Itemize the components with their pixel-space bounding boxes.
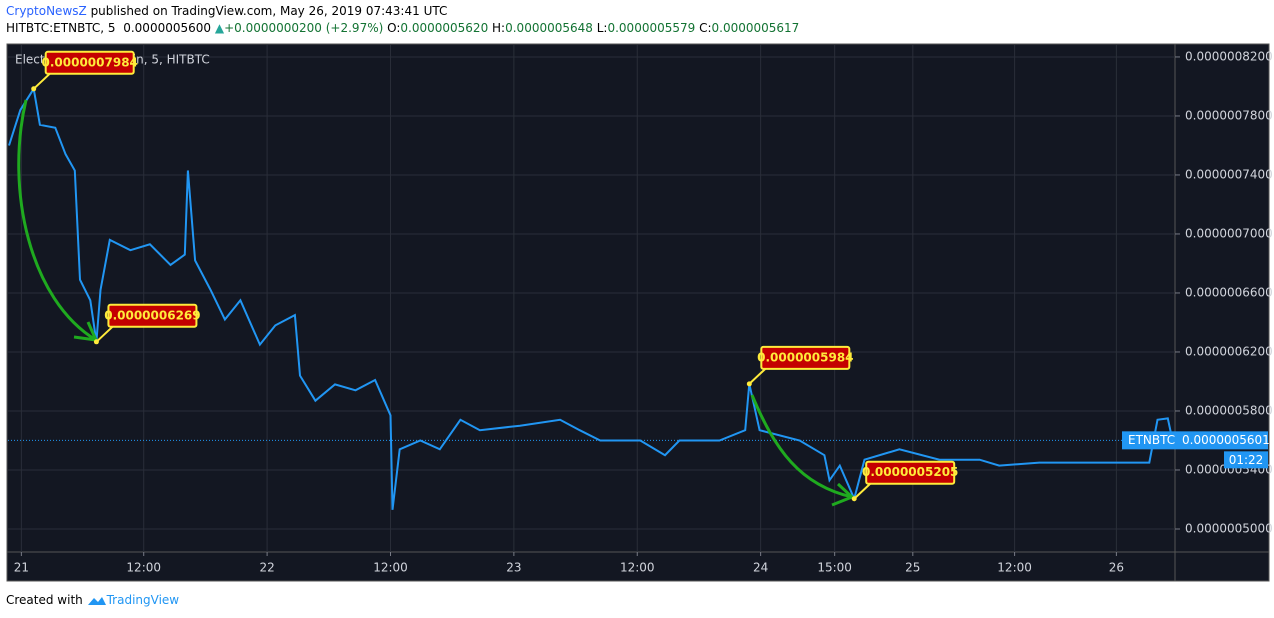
- brand[interactable]: TradingView: [106, 593, 180, 607]
- x-tick-label: 24: [753, 561, 768, 575]
- y-tick-label: 0.0000007800: [1185, 108, 1273, 122]
- marks: ETNBTC 0.0000005601 01:22: [8, 86, 1270, 510]
- header-line-2: HITBTC:ETNBTC, 5 0.0000005600 ▲+0.000000…: [6, 21, 799, 35]
- y-tick-label: 0.0000005000: [1185, 521, 1273, 535]
- header-line-1: CryptoNewsZ published on TradingView.com…: [6, 4, 447, 18]
- close: 0.0000005617: [711, 21, 800, 35]
- high-label: H:: [492, 21, 506, 35]
- y-tick-label: 0.0000005800: [1185, 403, 1273, 417]
- x-tick-label: 26: [1109, 561, 1124, 575]
- annotation-leader: [853, 483, 871, 500]
- annotation-point: [746, 381, 752, 387]
- x-tick-label: 12:00: [620, 561, 655, 575]
- last-price-label: 0.0000005601: [1182, 433, 1270, 447]
- chart: 0.0000008200 0.0000007800 0.0000007400 0.00…: [6, 43, 1273, 582]
- annotation-point: [31, 86, 37, 92]
- logo: [87, 596, 106, 605]
- x-tick-label: 12:00: [126, 561, 161, 575]
- open: 0.0000005620: [400, 21, 489, 35]
- y-tick-label: 0.0000007000: [1185, 226, 1273, 240]
- price-tag: [1122, 431, 1268, 450]
- annotation-leader: [95, 326, 114, 343]
- x-tick-label: 25: [905, 561, 920, 575]
- y-tick-label: 0.0000007400: [1185, 167, 1273, 181]
- change: +0.0000000200 (+2.97%): [224, 21, 384, 35]
- high: 0.0000005648: [505, 21, 593, 35]
- open-label: O:: [387, 21, 401, 35]
- y-tick-label: 0.0000008200: [1185, 49, 1273, 63]
- x-tick-label: 23: [506, 561, 521, 575]
- x-tick-label: 15:00: [817, 561, 852, 575]
- x-tick-label: 12:00: [373, 561, 408, 575]
- chart-background: [6, 43, 1270, 582]
- annotation-leader: [748, 368, 767, 385]
- annotation-label: 0.0000007984: [42, 55, 138, 69]
- last: 0.0000005600: [123, 21, 212, 35]
- y-tick-label: 0.0000006200: [1185, 344, 1273, 358]
- x-tick-label: 22: [259, 561, 274, 575]
- annotation-box: [44, 50, 135, 75]
- annotation-point: [93, 339, 99, 345]
- annotation-box: [865, 460, 956, 485]
- arrow: ▲: [214, 21, 225, 35]
- arrow-curve: [17, 99, 97, 342]
- countdown-tag: [1224, 451, 1268, 469]
- low-label: L:: [596, 21, 608, 35]
- created: Created with: [6, 593, 83, 607]
- x-tick-label: 21: [14, 561, 29, 575]
- annotation-box: [107, 303, 198, 328]
- annotation-box: [760, 345, 851, 370]
- symbol-tag: ETNBTC: [1128, 433, 1175, 447]
- price-line: [8, 86, 1173, 510]
- symbol: HITBTC:ETNBTC, 5: [6, 21, 116, 35]
- x-tick-label: 12:00: [997, 561, 1032, 575]
- annotation-label: 0.0000005984: [757, 350, 853, 364]
- footer: Created with TradingView: [6, 593, 179, 607]
- close-label: C:: [699, 21, 712, 35]
- arrow-head: [831, 482, 855, 507]
- annotation-leader: [33, 73, 51, 90]
- y-tick-label: 0.0000006600: [1185, 285, 1273, 299]
- annotation-point: [851, 496, 857, 502]
- annotation-label: 0.0000005205: [862, 465, 958, 479]
- published: published on TradingView.com, May 26, 20…: [90, 4, 448, 18]
- low: 0.0000005579: [607, 21, 696, 35]
- author[interactable]: CryptoNewsZ: [6, 4, 87, 18]
- annotations: 0.0000007984 0.0000006269 0.0000005984 0.00…: [31, 50, 958, 502]
- countdown: 01:22: [1229, 453, 1264, 467]
- annotation-label: 0.0000006269: [104, 308, 200, 322]
- arrow-curve: [750, 394, 853, 499]
